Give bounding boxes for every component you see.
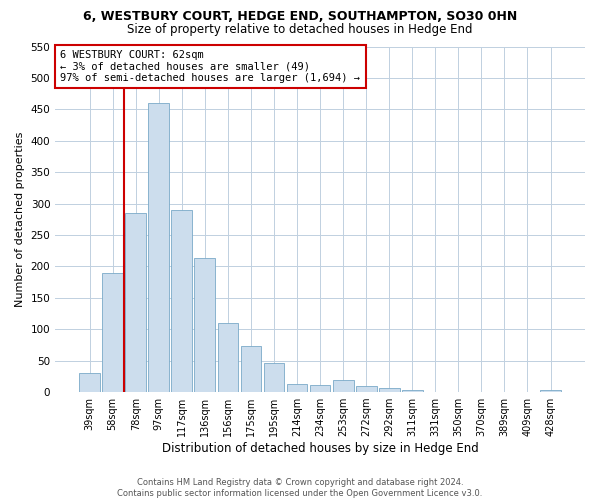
Bar (356, 386, 377, 392)
Bar (148, 103, 169, 392)
Bar (194, 258, 215, 392)
Text: 6 WESTBURY COURT: 62sqm
← 3% of detached houses are smaller (49)
97% of semi-det: 6 WESTBURY COURT: 62sqm ← 3% of detached… (61, 50, 361, 83)
Text: Contains HM Land Registry data © Crown copyright and database right 2024.
Contai: Contains HM Land Registry data © Crown c… (118, 478, 482, 498)
Bar (263, 363, 284, 392)
Bar (402, 390, 422, 392)
Text: Size of property relative to detached houses in Hedge End: Size of property relative to detached ho… (127, 22, 473, 36)
Bar (102, 272, 123, 392)
Bar (241, 346, 262, 392)
Bar (172, 210, 192, 392)
Bar (540, 390, 561, 392)
X-axis label: Distribution of detached houses by size in Hedge End: Distribution of detached houses by size … (162, 442, 478, 455)
Bar (310, 384, 331, 392)
Bar (218, 323, 238, 392)
Bar (379, 388, 400, 392)
Bar (79, 373, 100, 392)
Text: 6, WESTBURY COURT, HEDGE END, SOUTHAMPTON, SO30 0HN: 6, WESTBURY COURT, HEDGE END, SOUTHAMPTO… (83, 10, 517, 23)
Bar (287, 384, 307, 392)
Y-axis label: Number of detached properties: Number of detached properties (15, 132, 25, 307)
Bar (333, 380, 353, 392)
Bar (125, 213, 146, 392)
